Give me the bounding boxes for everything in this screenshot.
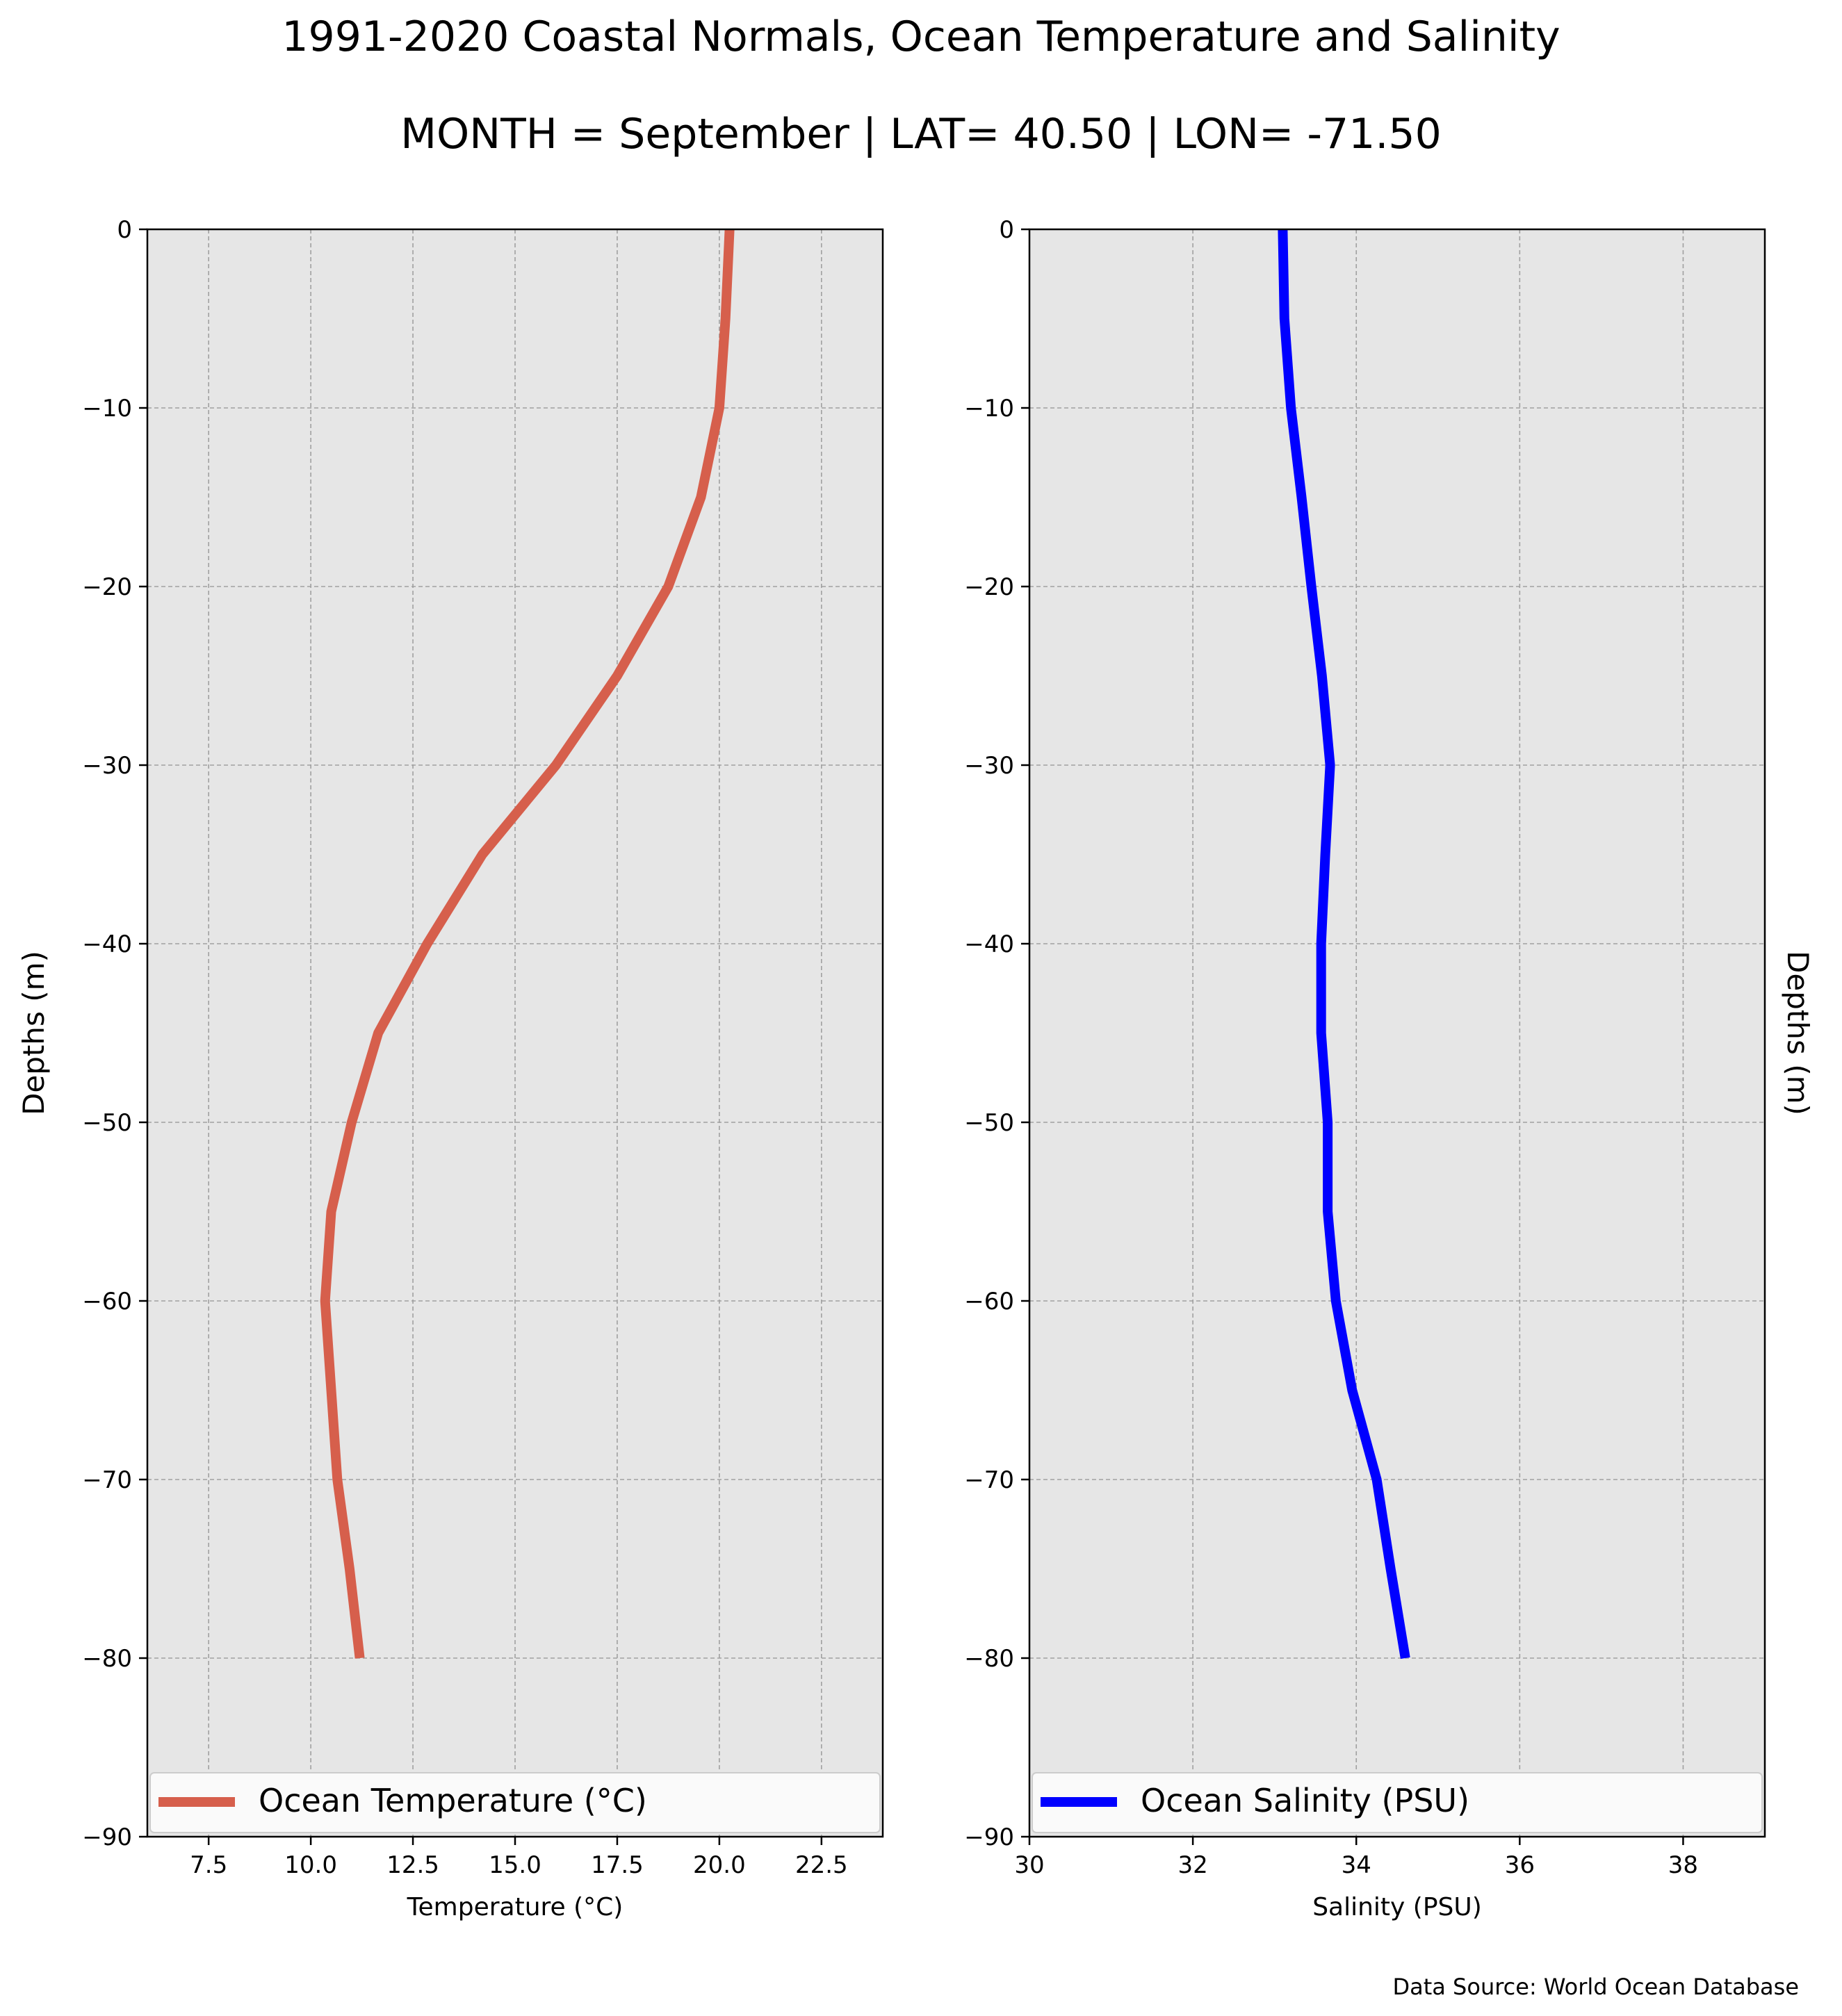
chart-title: 1991-2020 Coastal Normals, Ocean Tempera… (282, 13, 1560, 61)
x-tick-label: 22.5 (795, 1851, 848, 1879)
plot-panel-2: 30 32 34 36 38 0 −10 −20 −30 −40 −50 −60 −70 −80 −90 Sa… (964, 216, 1815, 1921)
legend-box (149, 1772, 881, 1833)
y-tick-label: −20 (82, 573, 132, 601)
x-tick-label: 36 (1505, 1851, 1535, 1879)
y-axis-label: Depths (m) (17, 951, 51, 1115)
plot-background (1029, 229, 1765, 1837)
y-tick-label: −10 (82, 395, 132, 423)
y-tick-label: −80 (82, 1645, 132, 1673)
y-tick-label: −70 (964, 1466, 1014, 1494)
legend-label: Ocean Temperature (°C) (259, 1782, 647, 1819)
y-tick-label: −50 (82, 1109, 132, 1137)
x-axis-label: Temperature (°C) (407, 1893, 623, 1921)
x-tick-label: 17.5 (591, 1851, 644, 1879)
y-tick-label: −10 (964, 395, 1014, 423)
y-tick-label: −60 (964, 1288, 1014, 1316)
x-axis-label: Salinity (PSU) (1312, 1893, 1482, 1921)
y-tick-label: 0 (117, 216, 132, 244)
series-line (320, 229, 735, 1659)
legend-label: Ocean Salinity (PSU) (1141, 1782, 1469, 1819)
axes-frame (1028, 228, 1766, 1838)
legend-box (1032, 1772, 1763, 1833)
y-tick-label: −90 (82, 1824, 132, 1851)
x-tick-label: 10.0 (284, 1851, 337, 1879)
y-tick-label: −80 (964, 1645, 1014, 1673)
x-tick-label: 38 (1668, 1851, 1698, 1879)
x-tick-label: 30 (1014, 1851, 1044, 1879)
y-tick-label: 0 (999, 216, 1014, 244)
y-tick-label: −90 (964, 1824, 1014, 1851)
legend: Ocean Temperature (°C) (149, 1772, 881, 1833)
x-tick-label: 7.5 (190, 1851, 227, 1879)
y-axis-label: Depths (m) (1781, 951, 1815, 1115)
y-tick-label: −30 (964, 752, 1014, 780)
x-tick-label: 15.0 (489, 1851, 541, 1879)
y-tick-label: −70 (82, 1466, 132, 1494)
data-source-note: Data Source: World Ocean Database (1392, 1974, 1799, 2000)
x-tick-label: 34 (1342, 1851, 1371, 1879)
y-tick-label: −50 (964, 1109, 1014, 1137)
y-tick-label: −40 (964, 931, 1014, 958)
y-tick-label: −40 (82, 931, 132, 958)
x-tick-label: 12.5 (386, 1851, 439, 1879)
y-tick-label: −20 (964, 573, 1014, 601)
chart-subtitle: MONTH = September | LAT= 40.50 | LON= -7… (400, 110, 1442, 158)
y-tick-label: −30 (82, 752, 132, 780)
x-tick-label: 32 (1177, 1851, 1207, 1879)
x-tick-label: 20.0 (693, 1851, 746, 1879)
plot-background (147, 229, 883, 1837)
plot-panel-1: 7.5 10.0 12.5 15.0 17.5 20.0 22.5 0 −10 −20 −30 −40… (17, 216, 884, 1921)
series-line (1278, 229, 1410, 1659)
y-tick-label: −60 (82, 1288, 132, 1316)
legend: Ocean Salinity (PSU) (1032, 1772, 1763, 1833)
